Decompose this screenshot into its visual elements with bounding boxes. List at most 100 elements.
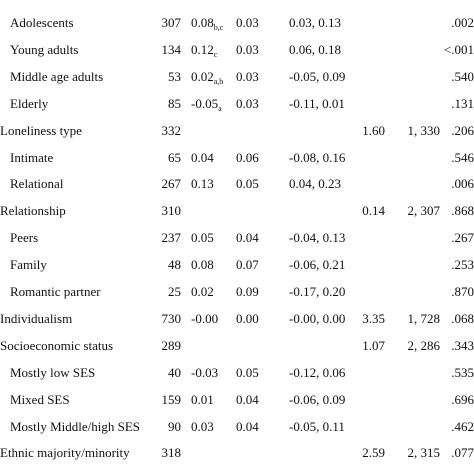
estimate-cell: 0.02 — [191, 284, 214, 299]
estimate-cell: 0.13 — [191, 176, 214, 192]
row-label: Mostly low SES — [10, 364, 96, 380]
k-cell: 40 — [168, 364, 181, 380]
k-cell: 318 — [161, 445, 182, 461]
ci-cell: -0.17, 0.20 — [289, 284, 346, 299]
f-cell: 0.14 — [362, 203, 385, 219]
se-cell: 0.03 — [236, 15, 259, 30]
row-label: Intimate — [10, 149, 54, 165]
k-cell: 90 — [168, 418, 181, 434]
p-cell: .131 — [451, 95, 474, 111]
ci-cell: 0.03, 0.13 — [289, 15, 341, 30]
k-cell: 85 — [168, 95, 181, 111]
estimate-subscript: b,c — [213, 23, 224, 32]
ci-cell: -0.04, 0.13 — [289, 230, 346, 246]
p-cell: .206 — [451, 122, 474, 138]
p-cell: <.001 — [443, 41, 474, 57]
df-cell: 1, 330 — [407, 122, 441, 138]
p-cell: .535 — [451, 364, 474, 380]
k-cell: 310 — [161, 203, 182, 219]
row-label: Romantic partner — [10, 284, 101, 299]
k-cell: 307 — [161, 15, 182, 30]
se-cell: 0.03 — [236, 95, 259, 111]
k-cell: 159 — [161, 391, 182, 407]
estimate-subscript: a — [218, 103, 222, 113]
f-cell: 2.59 — [362, 445, 385, 461]
row-label: Peers — [10, 230, 39, 246]
p-cell: .540 — [451, 68, 474, 84]
f-cell: 1.60 — [362, 122, 385, 138]
p-cell: .077 — [451, 445, 474, 461]
ci-cell: -0.05, 0.09 — [289, 68, 346, 84]
row-label: Mostly Middle/high SES — [10, 418, 141, 434]
p-cell: .462 — [451, 418, 474, 434]
row-label: Family — [10, 257, 47, 273]
ci-cell: -0.12, 0.06 — [289, 364, 346, 380]
k-cell: 53 — [168, 68, 181, 84]
estimate-cell: -0.00 — [191, 310, 219, 326]
p-cell: .002 — [451, 15, 474, 30]
estimate-cell: 0.08b,c — [191, 15, 224, 32]
se-cell: 0.04 — [236, 391, 259, 407]
row-label: Adolescents — [10, 15, 74, 30]
se-cell: 0.05 — [236, 176, 259, 192]
estimate-cell: 0.08 — [191, 257, 214, 273]
df-cell: 2, 286 — [407, 337, 441, 353]
k-cell: 48 — [168, 257, 181, 273]
row-label: Socioeconomic status — [0, 337, 114, 353]
se-cell: 0.04 — [236, 230, 259, 246]
se-cell: 0.00 — [236, 310, 259, 326]
k-cell: 25 — [168, 284, 181, 299]
df-cell: 2, 315 — [407, 445, 441, 461]
row-label: Elderly — [10, 95, 49, 111]
k-cell: 730 — [161, 310, 182, 326]
ci-cell: 0.04, 0.23 — [289, 176, 341, 192]
k-cell: 65 — [168, 149, 181, 165]
se-cell: 0.06 — [236, 149, 259, 165]
ci-cell: -0.06, 0.09 — [289, 391, 346, 407]
f-cell: 1.07 — [362, 337, 385, 353]
ci-cell: -0.11, 0.01 — [289, 95, 345, 111]
p-cell: .870 — [451, 284, 474, 299]
k-cell: 332 — [161, 122, 182, 138]
row-label: Individualism — [0, 310, 73, 326]
ci-cell: 0.06, 0.18 — [289, 41, 341, 57]
row-label: Young adults — [10, 41, 79, 57]
k-cell: 237 — [161, 230, 182, 246]
row-label: Middle age adults — [10, 68, 104, 84]
p-cell: .546 — [451, 149, 474, 165]
estimate-cell: 0.05 — [191, 230, 214, 246]
se-cell: 0.07 — [236, 257, 259, 273]
k-cell: 289 — [161, 337, 182, 353]
estimate-subscript: c — [213, 49, 218, 59]
k-cell: 134 — [161, 41, 182, 57]
estimate-cell: -0.05a — [191, 95, 222, 113]
df-cell: 2, 307 — [407, 203, 441, 219]
estimate-subscript: a,b — [213, 76, 224, 86]
se-cell: 0.03 — [236, 41, 259, 57]
p-cell: .006 — [451, 176, 474, 192]
p-cell: .068 — [451, 310, 474, 326]
row-label: Mixed SES — [10, 391, 70, 407]
estimate-cell: 0.04 — [191, 149, 214, 165]
ci-cell: -0.06, 0.21 — [289, 257, 346, 273]
p-cell: .267 — [451, 230, 474, 246]
estimate-cell: 0.02a,b — [191, 68, 224, 86]
p-cell: .253 — [451, 257, 474, 273]
estimate-cell: 0.12c — [191, 41, 218, 59]
k-cell: 267 — [161, 176, 182, 192]
ci-cell: -0.00, 0.00 — [289, 310, 346, 326]
p-cell: .343 — [451, 337, 474, 353]
row-label: Ethnic majority/minority — [0, 445, 130, 461]
ci-cell: -0.08, 0.16 — [289, 149, 346, 165]
ci-cell: -0.05, 0.11 — [289, 418, 345, 434]
se-cell: 0.03 — [236, 68, 259, 84]
se-cell: 0.04 — [236, 418, 259, 434]
p-cell: .868 — [451, 203, 474, 219]
estimate-cell: 0.01 — [191, 391, 214, 407]
estimate-cell: 0.03 — [191, 418, 214, 434]
df-cell: 1, 728 — [407, 310, 441, 326]
estimate-cell: -0.03 — [191, 364, 219, 380]
se-cell: 0.09 — [236, 284, 259, 299]
f-cell: 3.35 — [362, 310, 385, 326]
